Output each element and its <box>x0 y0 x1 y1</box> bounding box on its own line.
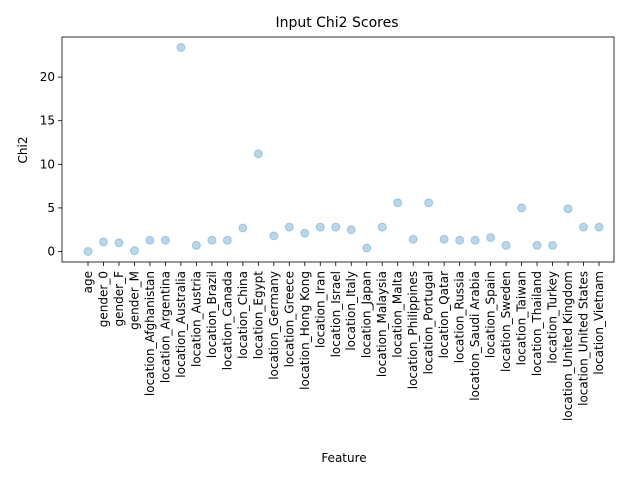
x-tick-label: location_Saudi Arabia <box>468 271 482 401</box>
x-tick-label: location_Spain <box>484 271 498 358</box>
x-tick-label: location_Thailand <box>530 271 544 376</box>
x-tick-label: location_Turkey <box>546 271 560 364</box>
data-point <box>501 240 511 250</box>
x-tick-label: location_Portugal <box>422 271 436 374</box>
axes-frame <box>61 36 615 263</box>
data-point <box>517 203 527 213</box>
x-tick-label: location_Austria <box>189 271 203 367</box>
x-tick-label: location_United States <box>577 271 591 406</box>
x-tick-label: location_Iran <box>313 271 327 348</box>
x-tick-label: location_Taiwan <box>515 271 529 365</box>
x-tick-label: location_Malta <box>391 271 405 358</box>
data-point <box>176 42 186 52</box>
data-point <box>269 231 279 241</box>
data-point <box>455 235 465 245</box>
x-tick-label: location_Hong Kong <box>298 271 312 390</box>
data-point <box>486 233 496 243</box>
data-point <box>470 235 480 245</box>
data-point <box>408 234 418 244</box>
data-point <box>160 235 170 245</box>
x-tick-label: age <box>81 271 95 293</box>
data-point <box>331 222 341 232</box>
y-tick-label: 0 <box>47 245 55 259</box>
x-tick-label: location_Israel <box>329 271 343 357</box>
data-point <box>377 222 387 232</box>
x-tick-label: location_Canada <box>220 271 234 370</box>
data-point <box>346 225 356 235</box>
data-point <box>238 223 248 233</box>
data-point <box>83 247 93 257</box>
data-point <box>439 234 449 244</box>
data-point <box>191 240 201 250</box>
x-tick-label: location_Argentina <box>158 271 172 383</box>
x-tick-label: location_Greece <box>282 271 296 367</box>
x-tick-label: location_Afghanistan <box>143 271 157 396</box>
chart-title: Input Chi2 Scores <box>275 15 398 31</box>
data-point <box>145 235 155 245</box>
y-tick-label: 5 <box>47 201 55 215</box>
x-tick-label: location_Japan <box>360 271 374 358</box>
x-tick-label: location_Australia <box>174 271 188 378</box>
data-point <box>532 240 542 250</box>
data-point <box>424 198 434 208</box>
data-point <box>393 198 403 208</box>
data-point <box>114 238 124 248</box>
x-tick-label: gender_F <box>112 271 126 327</box>
x-axis-title: Feature <box>321 451 366 465</box>
x-tick-label: location_Germany <box>267 271 281 380</box>
y-tick-label: 20 <box>40 70 55 84</box>
x-tick-label: location_Malaysia <box>375 271 389 377</box>
y-tick-label: 10 <box>40 157 55 171</box>
data-point <box>207 235 217 245</box>
x-tick-label: gender_0 <box>96 271 110 327</box>
x-tick-label: location_Brazil <box>205 271 219 358</box>
x-tick-label: gender_M <box>127 271 141 330</box>
data-point <box>222 235 232 245</box>
data-point <box>362 243 372 253</box>
y-tick-label: 15 <box>40 114 55 128</box>
x-tick-label: location_China <box>236 271 250 359</box>
x-tick-label: location_Qatar <box>437 271 451 358</box>
x-tick-label: location_Philippines <box>406 271 420 389</box>
data-point <box>98 237 108 247</box>
x-tick-label: location_Vietnam <box>592 271 606 375</box>
x-tick-label: location_United Kingdom <box>561 271 575 421</box>
x-tick-label: location_Russia <box>453 271 467 363</box>
data-point <box>548 240 558 250</box>
data-point <box>253 149 263 159</box>
data-point <box>579 222 589 232</box>
x-tick-label: location_Egypt <box>251 271 265 360</box>
data-point <box>300 228 310 238</box>
x-tick-label: location_Italy <box>344 271 358 351</box>
data-point <box>563 204 573 214</box>
y-axis-title: Chi2 <box>16 137 30 164</box>
data-point <box>594 222 604 232</box>
x-tick-label: location_Sweden <box>499 271 513 372</box>
data-point <box>284 222 294 232</box>
data-point <box>315 222 325 232</box>
data-point <box>129 246 139 256</box>
